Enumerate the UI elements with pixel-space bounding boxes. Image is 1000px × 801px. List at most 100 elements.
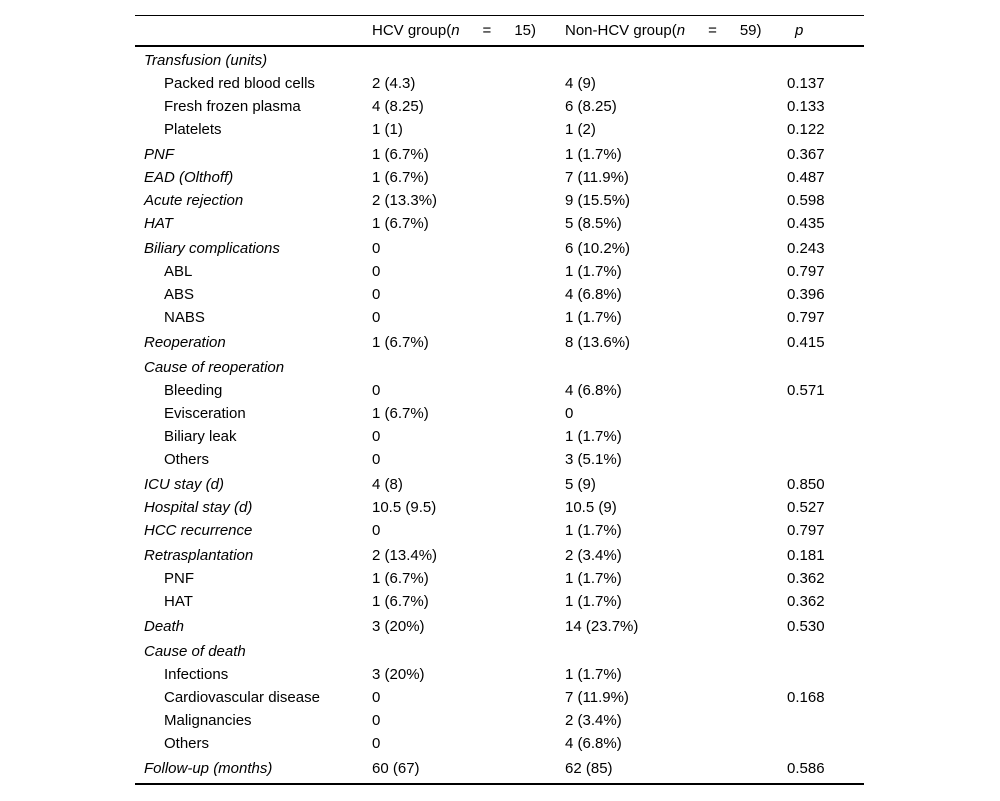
table-body: Transfusion (units) Packed red blood cell… — [135, 47, 864, 783]
table-row: Others 0 3 (5.1%) — [135, 448, 864, 471]
outcomes-table: HCV group(n = 15) Non-HCV group(n = 59) p Tr… — [135, 15, 864, 785]
row-label: PNF — [144, 146, 174, 163]
p-value: 0.133 — [787, 98, 825, 115]
p-value: 0.571 — [787, 382, 825, 399]
hcv-value: 1 (1) — [372, 121, 403, 138]
table-row: HAT 1 (6.7%) 1 (1.7%) 0.362 — [135, 590, 864, 613]
nonhcv-value: 1 (1.7%) — [565, 428, 622, 445]
hcv-value: 2 (13.4%) — [372, 547, 438, 564]
nonhcv-value: 10.5 (9) — [565, 499, 617, 516]
p-value — [787, 640, 864, 663]
hcv-value: 1 (6.7%) — [372, 570, 429, 587]
row-label: HAT — [164, 593, 193, 610]
table-row: Retrasplantation 2 (13.4%) 2 (3.4%) 0.181 — [135, 544, 864, 567]
p-value — [787, 49, 864, 72]
row-label: HAT — [144, 215, 173, 232]
hcv-value: 1 (6.7%) — [372, 334, 429, 351]
nonhcv-group-count: 59) — [739, 22, 762, 39]
p-value: 0.181 — [787, 547, 825, 564]
hcv-value: 2 (13.3%) — [372, 192, 438, 209]
hcv-value: 0 — [372, 286, 381, 303]
hcv-group-equals: = — [482, 22, 492, 39]
nonhcv-value — [565, 49, 787, 72]
p-value: 0.396 — [787, 286, 825, 303]
table-row: ABL 0 1 (1.7%) 0.797 — [135, 260, 864, 283]
p-value — [787, 709, 864, 732]
row-label: Follow-up (months) — [144, 760, 273, 777]
hcv-value: 0 — [372, 309, 381, 326]
nonhcv-value: 14 (23.7%) — [565, 618, 639, 635]
row-label: NABS — [164, 309, 205, 326]
hcv-value: 60 (67) — [372, 760, 420, 777]
table-row: Cause of reoperation — [135, 356, 864, 379]
table-row: ICU stay (d) 4 (8) 5 (9) 0.850 — [135, 473, 864, 496]
row-label: Others — [164, 451, 210, 468]
row-label: Bleeding — [164, 382, 223, 399]
hcv-value: 10.5 (9.5) — [372, 499, 437, 516]
hcv-value: 1 (6.7%) — [372, 169, 429, 186]
p-value: 0.415 — [787, 334, 825, 351]
nonhcv-value: 4 (6.8%) — [565, 735, 622, 752]
hcv-value: 0 — [372, 712, 381, 729]
row-label: Death — [144, 618, 185, 635]
hcv-value — [372, 356, 565, 379]
nonhcv-group-n-symbol: n — [676, 22, 686, 39]
table-bottom-rule — [135, 783, 864, 785]
nonhcv-value: 5 (9) — [565, 476, 596, 493]
row-label: EAD (Olthoff) — [144, 169, 234, 186]
nonhcv-value: 1 (2) — [565, 121, 596, 138]
table-row: Malignancies 0 2 (3.4%) — [135, 709, 864, 732]
table-header-rule — [135, 45, 864, 47]
row-label: Evisceration — [164, 405, 246, 422]
hcv-value: 2 (4.3) — [372, 75, 416, 92]
row-label: Cause of reoperation — [144, 359, 285, 376]
hcv-value: 0 — [372, 689, 381, 706]
table-row: HCC recurrence 0 1 (1.7%) 0.797 — [135, 519, 864, 542]
row-label: Packed red blood cells — [164, 75, 315, 92]
p-value — [787, 663, 864, 686]
nonhcv-value: 5 (8.5%) — [565, 215, 622, 232]
table-row: Follow-up (months) 60 (67) 62 (85) 0.586 — [135, 757, 864, 780]
nonhcv-value: 1 (1.7%) — [565, 522, 622, 539]
nonhcv-group-equals: = — [708, 22, 717, 39]
nonhcv-value — [565, 640, 787, 663]
column-header-hcv-group: HCV group(n = 15) — [372, 22, 565, 39]
p-value — [787, 356, 864, 379]
table-row: Death 3 (20%) 14 (23.7%) 0.530 — [135, 615, 864, 638]
nonhcv-value: 1 (1.7%) — [565, 146, 622, 163]
hcv-value: 0 — [372, 263, 381, 280]
table-row: Transfusion (units) — [135, 49, 864, 72]
table-row: Others 0 4 (6.8%) — [135, 732, 864, 755]
p-value: 0.168 — [787, 689, 825, 706]
p-value: 0.243 — [787, 240, 825, 257]
table-row: Evisceration 1 (6.7%) 0 — [135, 402, 864, 425]
row-label: Platelets — [164, 121, 222, 138]
table-row: PNF 1 (6.7%) 1 (1.7%) 0.362 — [135, 567, 864, 590]
p-value: 0.527 — [787, 499, 825, 516]
nonhcv-value — [565, 356, 787, 379]
hcv-value: 0 — [372, 735, 381, 752]
hcv-value: 4 (8) — [372, 476, 403, 493]
table-row: Cause of death — [135, 640, 864, 663]
hcv-value: 1 (6.7%) — [372, 215, 429, 232]
table-row: Biliary leak 0 1 (1.7%) — [135, 425, 864, 448]
table-row: ABS 0 4 (6.8%) 0.396 — [135, 283, 864, 306]
nonhcv-value: 1 (1.7%) — [565, 666, 622, 683]
nonhcv-value: 0 — [565, 405, 574, 422]
nonhcv-value: 62 (85) — [565, 760, 613, 777]
table-row: NABS 0 1 (1.7%) 0.797 — [135, 306, 864, 329]
hcv-value: 0 — [372, 451, 381, 468]
nonhcv-value: 1 (1.7%) — [565, 570, 622, 587]
hcv-value — [372, 49, 565, 72]
hcv-value: 0 — [372, 240, 381, 257]
hcv-value: 0 — [372, 522, 381, 539]
table-row: Platelets 1 (1) 1 (2) 0.122 — [135, 118, 864, 141]
p-value: 0.487 — [787, 169, 825, 186]
row-label: Cause of death — [144, 643, 246, 660]
hcv-value: 0 — [372, 382, 381, 399]
p-value: 0.850 — [787, 476, 825, 493]
row-label: Transfusion (units) — [144, 52, 268, 69]
hcv-value — [372, 640, 565, 663]
nonhcv-value: 9 (15.5%) — [565, 192, 631, 209]
